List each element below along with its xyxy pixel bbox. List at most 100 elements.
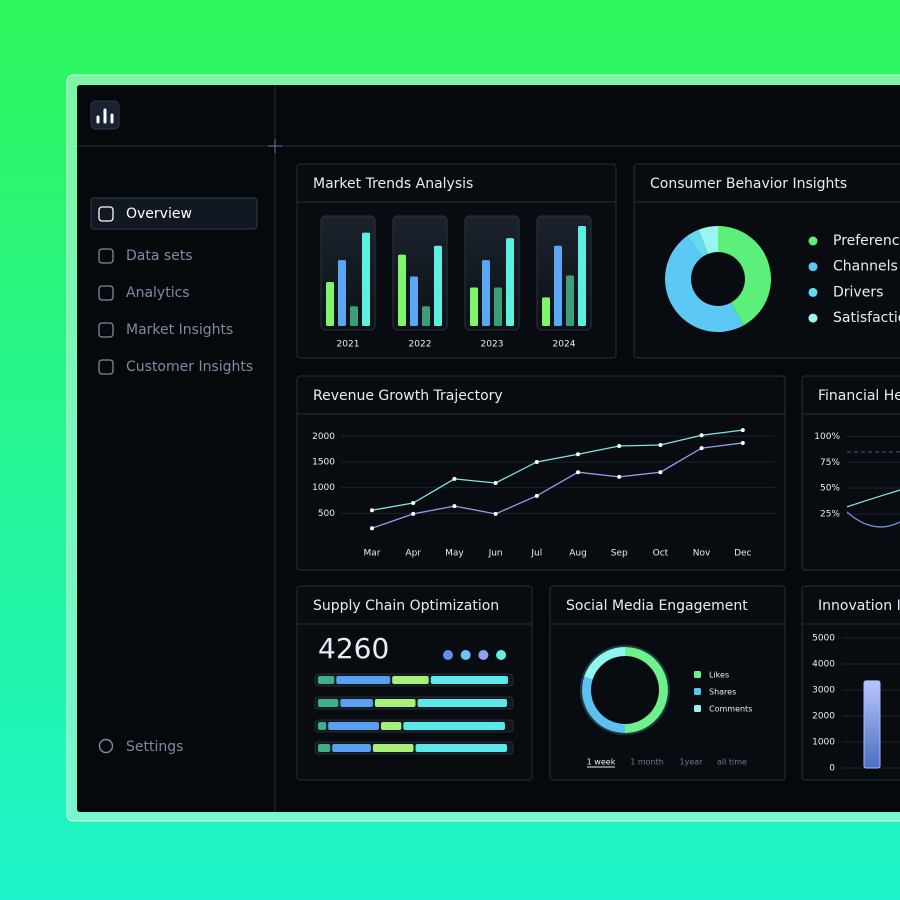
panel-title: Consumer Behavior Insights xyxy=(650,176,847,192)
panel-title: Supply Chain Optimization xyxy=(313,598,499,614)
donut-segment xyxy=(686,229,709,258)
nav-icon xyxy=(98,285,114,301)
bar xyxy=(554,245,562,326)
bar xyxy=(494,287,502,326)
y-tick-label: 500 xyxy=(318,509,335,519)
x-tick-label: Mar xyxy=(364,549,381,559)
bar xyxy=(398,254,406,326)
x-tick-label: 2024 xyxy=(553,340,576,350)
bar-segment xyxy=(340,699,373,707)
panel-title: Financial He xyxy=(818,388,900,404)
bar xyxy=(338,260,346,326)
divider-cross xyxy=(268,139,282,153)
line-point xyxy=(658,443,663,448)
y-tick-label: 100% xyxy=(814,432,840,442)
panel xyxy=(296,163,617,359)
period-tab[interactable]: 1year xyxy=(680,758,704,767)
line-point xyxy=(617,444,622,449)
bar-segment xyxy=(372,744,414,752)
y-tick-label: 75% xyxy=(820,458,840,468)
y-tick-label: 3000 xyxy=(812,686,835,696)
line-point xyxy=(576,470,580,475)
bar-group-bg xyxy=(464,215,520,331)
nav-item[interactable]: Customer Insights xyxy=(126,359,253,375)
line-point xyxy=(740,428,745,433)
x-tick-label: May xyxy=(445,549,464,559)
x-tick-label: Jul xyxy=(530,549,542,559)
panel-title: Market Trends Analysis xyxy=(313,176,473,192)
y-tick-label: 1500 xyxy=(312,457,335,467)
bar xyxy=(506,238,514,326)
donut-segment xyxy=(664,236,744,333)
nav-item[interactable]: Market Insights xyxy=(126,322,233,338)
panel-title: Innovation In xyxy=(818,598,900,614)
bar-segment xyxy=(318,676,335,684)
line-point xyxy=(658,470,663,475)
panel-title: Revenue Growth Trajectory xyxy=(313,388,503,404)
y-tick-label: 5000 xyxy=(812,634,835,644)
nav-item[interactable]: Analytics xyxy=(126,285,190,301)
bar-segment xyxy=(417,699,507,707)
donut-segment xyxy=(582,676,625,733)
bar xyxy=(863,680,881,769)
line xyxy=(846,489,900,508)
line-point xyxy=(617,474,622,479)
indicator-dot xyxy=(496,650,507,660)
legend-swatch xyxy=(694,688,701,695)
indicator-dot xyxy=(460,650,471,660)
period-tab[interactable]: 1 week xyxy=(587,758,616,767)
panel xyxy=(296,375,786,571)
nav-item[interactable]: Data sets xyxy=(126,248,193,264)
line-point xyxy=(452,504,457,509)
total-value: 4260 xyxy=(318,632,389,665)
logo-icon xyxy=(96,108,114,124)
bar xyxy=(566,275,574,326)
x-tick-label: Nov xyxy=(693,549,711,559)
legend-label: Channels xyxy=(833,259,898,275)
line-point xyxy=(699,433,704,438)
bar xyxy=(542,297,550,326)
y-tick-label: 1000 xyxy=(312,483,335,493)
nav-item[interactable]: Overview xyxy=(126,206,192,222)
bar-segment xyxy=(430,676,508,684)
bar-group-bg xyxy=(320,215,376,331)
x-tick-label: Jun xyxy=(488,549,503,559)
nav-item[interactable]: Settings xyxy=(126,739,183,755)
panel xyxy=(801,375,900,571)
legend-dot xyxy=(808,236,818,246)
nav-icon xyxy=(98,359,114,375)
donut-segment xyxy=(698,226,718,254)
bar xyxy=(578,226,586,326)
line-point xyxy=(699,446,704,451)
indicator-dot xyxy=(478,650,489,660)
bar-segment xyxy=(318,722,327,730)
legend-label: Satisfactio xyxy=(833,310,900,326)
nav-icon xyxy=(98,206,114,222)
bar-segment xyxy=(374,699,416,707)
period-tab[interactable]: 1 month xyxy=(630,758,664,767)
period-tab[interactable]: all time xyxy=(717,758,747,767)
x-tick-label: Sep xyxy=(611,549,628,559)
line-point xyxy=(370,526,374,531)
y-tick-label: 2000 xyxy=(812,712,835,722)
legend-dot xyxy=(808,262,818,272)
bar xyxy=(422,306,430,326)
bar xyxy=(350,306,358,326)
x-tick-label: 2021 xyxy=(337,340,360,350)
y-tick-label: 50% xyxy=(820,484,840,494)
bar-segment xyxy=(415,744,507,752)
legend-label: Likes xyxy=(709,671,729,680)
legend-label: Preference xyxy=(833,233,900,249)
legend-dot xyxy=(808,313,818,323)
line-point xyxy=(534,493,539,498)
line-point xyxy=(411,511,416,516)
bar-segment xyxy=(380,722,402,730)
donut-segment xyxy=(718,226,771,326)
line-point xyxy=(452,476,457,481)
bar-group-bg xyxy=(392,215,448,331)
x-tick-label: Oct xyxy=(653,549,669,559)
legend-label: Comments xyxy=(709,705,752,714)
x-tick-label: Aug xyxy=(569,549,587,559)
line-point xyxy=(534,459,539,464)
